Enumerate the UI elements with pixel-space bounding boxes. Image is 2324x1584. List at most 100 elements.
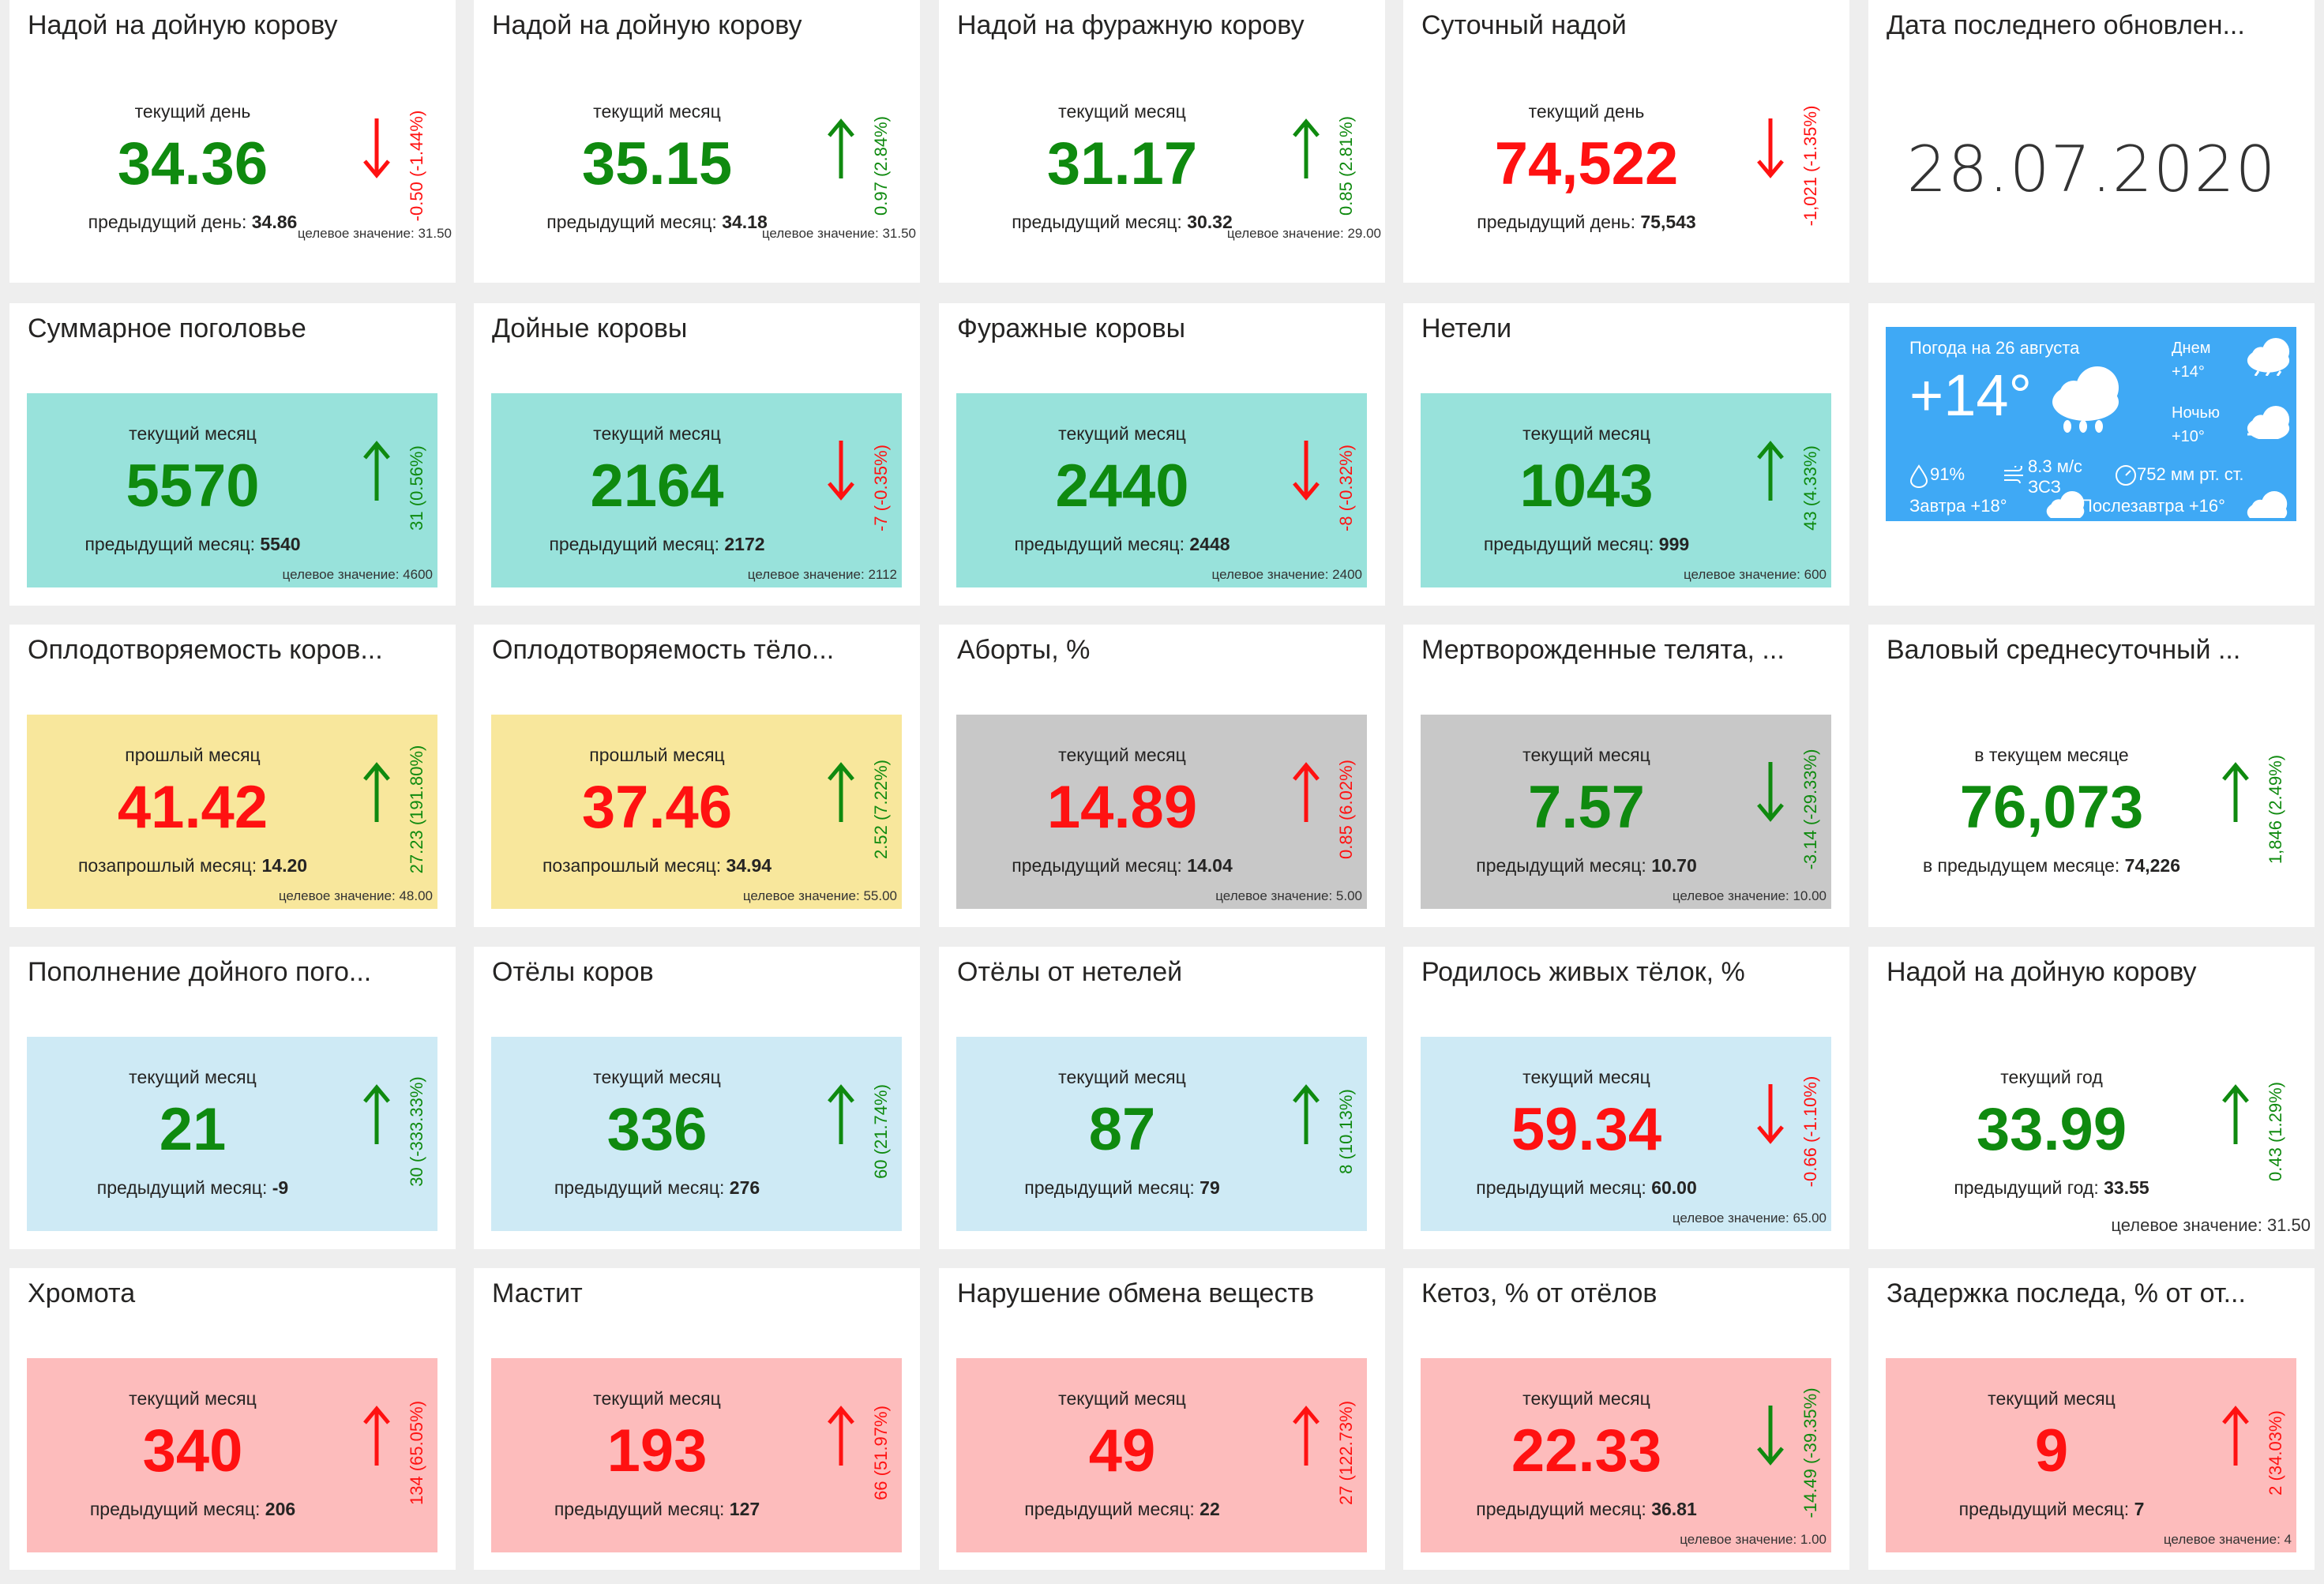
kpi-tile[interactable]: Дата последнего обновлен... 28.07.2020 [1868,0,2315,283]
kpi-tile[interactable]: Нарушение обмена веществ текущий месяц 49 п… [939,1268,1385,1570]
kpi-tile[interactable]: Погода на 26 августа +14° Днем +14° Ночью +10… [1868,303,2315,606]
kpi-card: текущий месяц 59.34 предыдущий месяц: 60.0… [1421,1037,1831,1231]
kpi-tile[interactable]: Оплодотворяемость тёло... прошлый месяц 37… [474,625,920,927]
weather-wind-direction: ЗСЗ [2028,477,2061,497]
tile-title: Отёлы от нетелей [957,957,1183,987]
kpi-previous: предыдущий месяц: -9 [27,1177,359,1199]
kpi-previous-label: предыдущий месяц: [1024,1499,1195,1519]
kpi-period-label: текущий месяц [593,1388,721,1409]
kpi-tile[interactable]: Оплодотворяемость коров... прошлый месяц 4… [9,625,456,927]
kpi-change: 2.52 (7.22%) [871,760,891,859]
tile-title: Надой на дойную корову [28,10,338,40]
last-update-date: 28.07.2020 [1906,133,2277,206]
kpi-previous-value: 60.00 [1651,1177,1697,1198]
arrow-up-icon [828,118,854,178]
kpi-value: 34.36 [117,130,268,197]
kpi-change: 43 (4.33%) [1800,445,1820,531]
kpi-period-label: текущий месяц [1058,1067,1186,1087]
kpi-tile[interactable]: Надой на дойную корову текущий год 33.99 пр… [1868,947,2315,1249]
kpi-value: 33.99 [1976,1096,2127,1163]
weather-after-tomorrow: Послезавтра +16° [2080,496,2225,516]
kpi-previous: предыдущий месяц: 22 [956,1499,1288,1520]
kpi-tile[interactable]: Суточный надой текущий день 74,522 предыдущ… [1403,0,1849,283]
kpi-tile[interactable]: Отёлы от нетелей текущий месяц 87 предыдущи… [939,947,1385,1249]
kpi-tile[interactable]: Мастит текущий месяц 193 предыдущий месяц: … [474,1268,920,1570]
kpi-tile[interactable]: Дойные коровы текущий месяц 2164 предыдущий… [474,303,920,606]
kpi-tile[interactable]: Кетоз, % от отёлов текущий месяц 22.33 пред… [1403,1268,1849,1570]
kpi-tile[interactable]: Надой на фуражную корову текущий месяц 31.… [939,0,1385,283]
tile-title: Оплодотворяемость коров... [28,635,383,665]
kpi-tile[interactable]: Фуражные коровы текущий месяц 2440 предыдущ… [939,303,1385,606]
kpi-previous: предыдущий месяц: 14.04 [956,855,1288,876]
kpi-previous-label: предыдущий месяц: [554,1499,725,1519]
tile-title: Надой на дойную корову [492,10,802,40]
kpi-previous-value: 7 [2134,1499,2145,1519]
kpi-previous: предыдущий год: 33.55 [1886,1177,2217,1199]
kpi-previous-value: 30.32 [1187,212,1233,232]
kpi-tile[interactable]: Родилось живых тёлок, % текущий месяц 59.3… [1403,947,1849,1249]
kpi-target: целевое значение: 1.00 [1680,1532,1827,1547]
arrow-down-icon [1757,118,1784,178]
kpi-previous-label: в предыдущем месяце: [1922,855,2120,876]
kpi-tile[interactable]: Валовый среднесуточный ... в текущем меся… [1868,625,2315,927]
kpi-target: целевое значение: 31.50 [2111,1215,2311,1235]
kpi-previous: предыдущий месяц: 206 [27,1499,359,1520]
kpi-tile[interactable]: Пополнение дойного пого... текущий месяц 2… [9,947,456,1249]
kpi-change: -14.49 (-39.35%) [1800,1387,1820,1518]
kpi-period-label: текущий месяц [593,101,721,122]
kpi-card: текущий месяц 35.15 предыдущий месяц: 34.1… [491,71,916,265]
tile-title: Суммарное поголовье [28,313,306,343]
kpi-period-label: текущий месяц [129,1388,257,1409]
kpi-previous: позапрошлый месяц: 34.94 [491,855,823,876]
weather-day-label: Днем [2172,340,2211,357]
kpi-tile[interactable]: Хромота текущий месяц 340 предыдущий месяц:… [9,1268,456,1570]
arrow-up-icon [828,1406,854,1466]
kpi-period-label: текущий месяц [1058,745,1186,765]
kpi-previous: предыдущий месяц: 30.32 [956,212,1288,233]
kpi-previous-value: 999 [1658,534,1690,554]
kpi-change: 2 (34.03%) [2266,1410,2285,1496]
kpi-target: целевое значение: 2112 [747,567,897,582]
kpi-period-label: текущий месяц [1058,423,1186,444]
kpi-previous-value: 34.94 [726,855,772,876]
weather-widget[interactable]: Погода на 26 августа +14° Днем +14° Ночью +10… [1886,327,2296,521]
arrow-up-icon [1293,118,1320,178]
kpi-tile[interactable]: Надой на дойную корову текущий месяц 35.15… [474,0,920,283]
kpi-change: 30 (-333.33%) [407,1076,426,1187]
kpi-value: 49 [1088,1417,1156,1485]
kpi-previous-value: 74,226 [2124,855,2181,876]
tile-title: Задержка последа, % от от... [1887,1278,2246,1308]
kpi-tile[interactable]: Задержка последа, % от от... текущий меся… [1868,1268,2315,1570]
kpi-value: 336 [606,1096,708,1163]
kpi-card: текущий день 74,522 предыдущий день: 75,54… [1421,71,1831,265]
kpi-tile[interactable]: Отёлы коров текущий месяц 336 предыдущий ме… [474,947,920,1249]
kpi-previous: предыдущий месяц: 999 [1421,534,1752,555]
arrow-up-icon [363,1406,390,1466]
kpi-card: текущий месяц 2440 предыдущий месяц: 2448 -… [956,393,1367,587]
kpi-card: текущий месяц 87 предыдущий месяц: 79 8 (10… [956,1037,1367,1231]
kpi-change: 8 (10.13%) [1336,1089,1356,1174]
kpi-tile[interactable]: Мертворожденные телята, ... текущий месяц… [1403,625,1849,927]
kpi-tile[interactable]: Нетели текущий месяц 1043 предыдущий месяц:… [1403,303,1849,606]
kpi-previous-label: предыдущий месяц: [1014,534,1185,554]
kpi-previous-value: 14.20 [261,855,308,876]
tile-title: Нарушение обмена веществ [957,1278,1315,1308]
kpi-card: текущий месяц 14.89 предыдущий месяц: 14.0… [956,715,1367,909]
tile-title: Аборты, % [957,635,1091,665]
tile-title: Хромота [28,1278,136,1308]
kpi-target: целевое значение: 48.00 [278,888,433,903]
kpi-card: текущий месяц 340 предыдущий месяц: 206 134… [27,1358,437,1552]
kpi-previous-value: 75,543 [1640,212,1696,232]
kpi-card: текущий месяц 49 предыдущий месяц: 22 27 (1… [956,1358,1367,1552]
kpi-previous-label: предыдущий месяц: [1024,1177,1195,1198]
arrow-up-icon [2222,1084,2249,1144]
kpi-tile[interactable]: Надой на дойную корову текущий день 34.36 п… [9,0,456,283]
kpi-period-label: текущий месяц [593,423,721,444]
kpi-tile[interactable]: Аборты, % текущий месяц 14.89 предыдущий ме… [939,625,1385,927]
arrow-up-icon [1293,762,1320,822]
kpi-tile[interactable]: Суммарное поголовье текущий месяц 5570 пред… [9,303,456,606]
kpi-change: -1,021 (-1.35%) [1800,105,1820,227]
arrow-up-icon [1293,1084,1320,1144]
arrow-up-icon [1757,441,1784,501]
kpi-previous-value: 206 [265,1499,296,1519]
